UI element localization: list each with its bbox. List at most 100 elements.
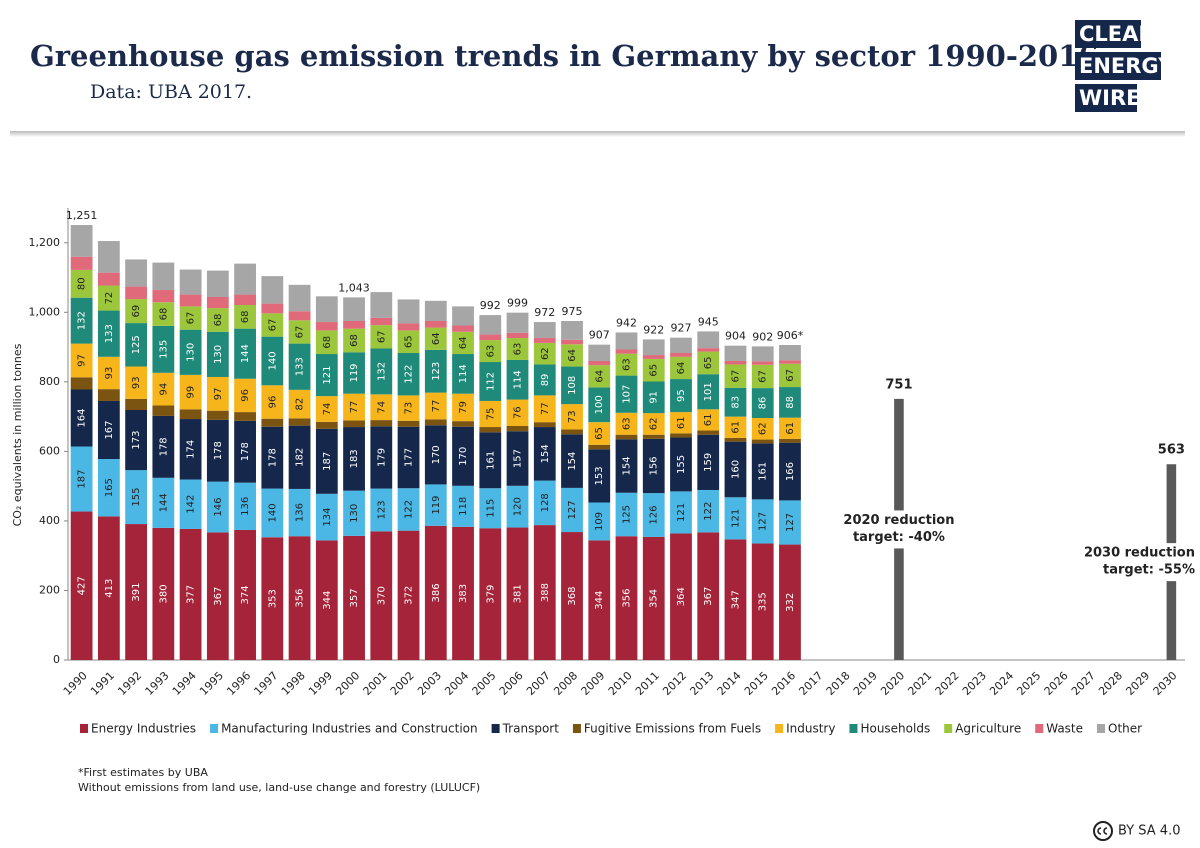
data-label: 82	[295, 398, 306, 411]
bar-segment	[588, 360, 611, 366]
bar-segment	[315, 330, 338, 355]
total-label: 927	[670, 322, 691, 335]
bar-segment	[97, 459, 120, 517]
data-label: 112	[485, 372, 496, 391]
x-tick-label: 2005	[470, 669, 499, 698]
bar-segment	[152, 302, 175, 326]
legend-swatch	[572, 724, 581, 733]
bar-segment	[125, 299, 148, 324]
bar-segment	[642, 355, 665, 359]
bar-segment	[561, 434, 583, 488]
data-label: 96	[267, 396, 278, 409]
data-label: 356	[622, 589, 633, 608]
bar-segment	[370, 325, 393, 349]
bar-segment	[615, 434, 638, 440]
bar-segment	[561, 339, 583, 345]
legend-label: Fugitive Emissions from Fuels	[584, 722, 761, 736]
x-tick-label: 1998	[279, 669, 308, 698]
bar-segment	[424, 392, 447, 420]
bar-segment	[206, 419, 229, 482]
y-tick-label: 1,000	[29, 305, 61, 318]
bar-segment	[642, 434, 665, 439]
bar-segment	[615, 439, 638, 493]
bar-segment	[561, 487, 583, 533]
bar-segment	[152, 372, 175, 406]
bar-segment	[424, 327, 447, 350]
bar-segment	[179, 409, 202, 420]
y-tick-label: 600	[39, 444, 60, 457]
data-label: 120	[513, 497, 524, 516]
data-label: 356	[295, 589, 306, 608]
data-label: 61	[730, 421, 741, 434]
bar-segment	[288, 418, 311, 426]
data-label: 344	[594, 591, 605, 610]
annotation: target: -55%	[1103, 563, 1195, 578]
data-label: 136	[240, 497, 251, 516]
legend-label: Manufacturing Industries and Constructio…	[221, 722, 478, 736]
bar-segment	[670, 437, 692, 492]
bar-segment	[234, 263, 256, 295]
data-label: 73	[567, 410, 578, 423]
data-label: 122	[703, 502, 714, 521]
bar-segment	[97, 310, 120, 357]
bar-segment	[615, 375, 638, 413]
legend-label: Energy Industries	[91, 722, 196, 736]
bar-segment	[370, 488, 393, 532]
data-label: 119	[349, 363, 360, 382]
bar-segment	[261, 418, 284, 427]
y-tick-label: 1,200	[29, 236, 61, 249]
bar-segment	[261, 303, 284, 314]
data-label: 383	[458, 584, 469, 603]
bar-segment	[343, 393, 365, 421]
bar-segment	[424, 321, 447, 328]
data-label: 88	[785, 396, 796, 409]
x-tick-label: 2015	[742, 669, 771, 698]
annotation: target: -40%	[853, 530, 945, 545]
bar-segment	[642, 438, 665, 494]
footnote: Without emissions from land use, land-us…	[78, 781, 480, 794]
x-tick-label: 1991	[88, 669, 117, 698]
bar-segment	[370, 317, 393, 326]
total-label: 907	[589, 329, 610, 342]
chart-title: Greenhouse gas emission trends in German…	[30, 39, 1109, 73]
bar-segment	[779, 360, 801, 364]
data-label: 62	[540, 347, 551, 360]
bar-segment	[70, 511, 93, 660]
x-tick-label: 2021	[905, 669, 934, 698]
x-tick-label: 2007	[524, 669, 553, 698]
data-label: 132	[376, 362, 387, 381]
bar-segment	[125, 286, 148, 300]
data-label: 157	[513, 449, 524, 468]
data-label: 115	[485, 499, 496, 518]
logo-box	[1075, 84, 1137, 112]
bar-segment	[315, 354, 338, 397]
bar-segment	[615, 492, 638, 537]
legend-label: Industry	[786, 722, 835, 736]
bar-segment	[397, 530, 420, 660]
bar-segment	[452, 325, 474, 332]
bar-segment	[397, 488, 420, 531]
data-label: 97	[77, 354, 88, 367]
x-tick-label: 2003	[415, 669, 444, 698]
data-label: 130	[186, 343, 197, 362]
data-label: 178	[240, 442, 251, 461]
bar-segment	[343, 352, 365, 394]
bar-segment	[70, 446, 93, 512]
bar-segment	[561, 429, 583, 435]
data-label: 335	[758, 592, 769, 611]
bar-segment	[642, 381, 665, 414]
bar-segment	[234, 305, 256, 329]
data-label: 77	[431, 400, 442, 413]
bar-segment	[506, 359, 529, 400]
data-label: 65	[404, 335, 415, 348]
x-tick-label: 2019	[851, 669, 880, 698]
bar-segment	[315, 540, 338, 660]
data-label: 67	[785, 369, 796, 382]
x-tick-label: 2000	[333, 669, 362, 698]
x-tick-label: 2026	[1042, 669, 1071, 698]
bar-segment	[152, 262, 175, 291]
y-axis-label: CO₂ equivalents in million tonnes	[11, 343, 24, 526]
bar-segment	[479, 488, 502, 529]
x-tick-label: 2023	[960, 669, 989, 698]
data-label: 63	[485, 345, 496, 358]
